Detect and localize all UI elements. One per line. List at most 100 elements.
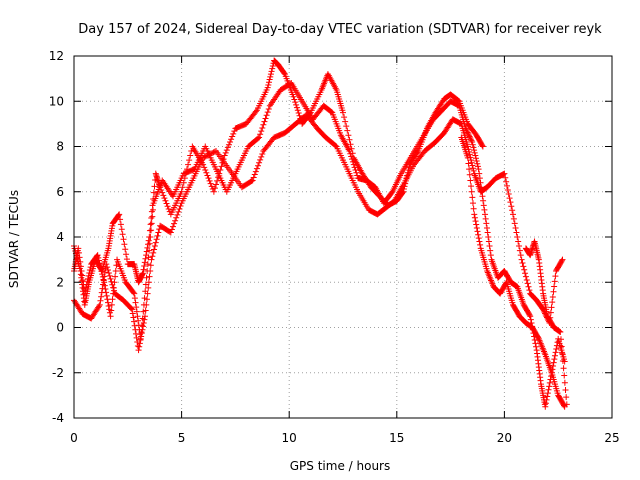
- data-point: [139, 315, 146, 322]
- data-point: [480, 197, 487, 204]
- data-point: [102, 286, 109, 293]
- data-point: [468, 188, 475, 195]
- x-axis-label: GPS time / hours: [290, 459, 391, 473]
- data-point: [469, 138, 476, 145]
- data-point: [107, 313, 114, 320]
- data-point: [144, 267, 151, 274]
- data-point: [553, 345, 560, 352]
- data-point: [295, 110, 302, 117]
- data-point: [519, 260, 526, 267]
- data-point: [250, 174, 257, 181]
- data-point: [524, 280, 531, 287]
- data-point: [478, 188, 485, 195]
- data-point: [470, 144, 477, 151]
- data-point: [473, 157, 480, 164]
- data-point: [145, 254, 152, 261]
- data-point: [264, 84, 271, 91]
- data-point: [129, 306, 136, 313]
- data-point: [471, 214, 478, 221]
- data-point: [343, 123, 350, 130]
- data-point: [204, 172, 211, 179]
- data-point: [105, 269, 112, 276]
- data-point: [350, 161, 357, 168]
- data-point: [479, 143, 486, 150]
- data-point: [98, 268, 105, 275]
- data-point: [552, 273, 559, 280]
- data-point: [349, 156, 356, 163]
- data-point: [258, 153, 265, 160]
- data-point: [501, 170, 508, 177]
- data-point: [563, 401, 570, 408]
- data-point: [120, 236, 127, 243]
- data-point: [99, 273, 106, 280]
- data-point: [134, 313, 141, 320]
- data-point: [476, 170, 483, 177]
- data-point: [161, 195, 168, 202]
- data-point: [470, 205, 477, 212]
- data-point: [558, 257, 565, 264]
- data-point: [173, 214, 180, 221]
- data-point: [187, 152, 194, 159]
- data-point: [281, 70, 288, 77]
- data-point: [522, 270, 529, 277]
- data-point: [179, 184, 186, 191]
- data-point: [104, 296, 111, 303]
- data-point: [291, 96, 298, 103]
- data-point: [136, 343, 143, 350]
- y-tick-label: -4: [52, 411, 64, 425]
- data-point: [547, 309, 554, 316]
- axis-ticks: 0 5 10 15 20 25 -4 -2 0 2 4 6 8 10 12: [49, 49, 620, 445]
- data-point: [561, 372, 568, 379]
- data-point: [478, 184, 485, 191]
- chart-title: Day 157 of 2024, Sidereal Day-to-day VTE…: [78, 22, 602, 37]
- data-point: [110, 290, 117, 297]
- data-point: [543, 396, 550, 403]
- data-point: [558, 343, 565, 350]
- data-point: [83, 284, 90, 291]
- data-point: [111, 279, 118, 286]
- data-point: [557, 336, 564, 343]
- data-point: [149, 206, 156, 213]
- data-point: [151, 183, 158, 190]
- data-point: [263, 112, 270, 119]
- data-point: [86, 267, 93, 274]
- data-point: [145, 284, 152, 291]
- y-axis-label: SDTVAR / TECUs: [7, 190, 21, 288]
- data-point: [483, 220, 490, 227]
- data-point: [205, 175, 212, 182]
- data-point: [81, 290, 88, 297]
- data-point: [149, 213, 156, 220]
- data-point: [546, 383, 553, 390]
- data-point: [514, 234, 521, 240]
- data-point: [142, 281, 149, 288]
- data-point: [475, 166, 482, 173]
- data-point: [485, 234, 492, 240]
- data-point: [150, 249, 157, 256]
- data-point: [269, 62, 276, 69]
- data-point: [522, 273, 529, 280]
- data-point: [145, 237, 152, 244]
- data-point: [105, 267, 112, 274]
- data-point: [482, 211, 489, 218]
- data-point: [542, 403, 549, 410]
- data-point: [139, 322, 146, 329]
- y-tick-label: 6: [56, 185, 64, 199]
- data-point: [137, 335, 144, 342]
- data-point: [546, 379, 553, 386]
- data-point: [251, 171, 258, 178]
- series-track-b: [71, 111, 566, 354]
- data-point: [168, 226, 175, 233]
- data-point: [551, 352, 558, 359]
- data-point: [228, 136, 235, 143]
- data-point: [119, 231, 126, 238]
- data-point: [508, 203, 515, 210]
- data-point: [140, 266, 147, 273]
- data-point: [352, 167, 359, 174]
- data-point: [348, 153, 355, 160]
- data-point: [505, 191, 512, 198]
- data-point: [77, 263, 84, 270]
- data-point: [487, 252, 494, 259]
- data-point: [267, 73, 274, 80]
